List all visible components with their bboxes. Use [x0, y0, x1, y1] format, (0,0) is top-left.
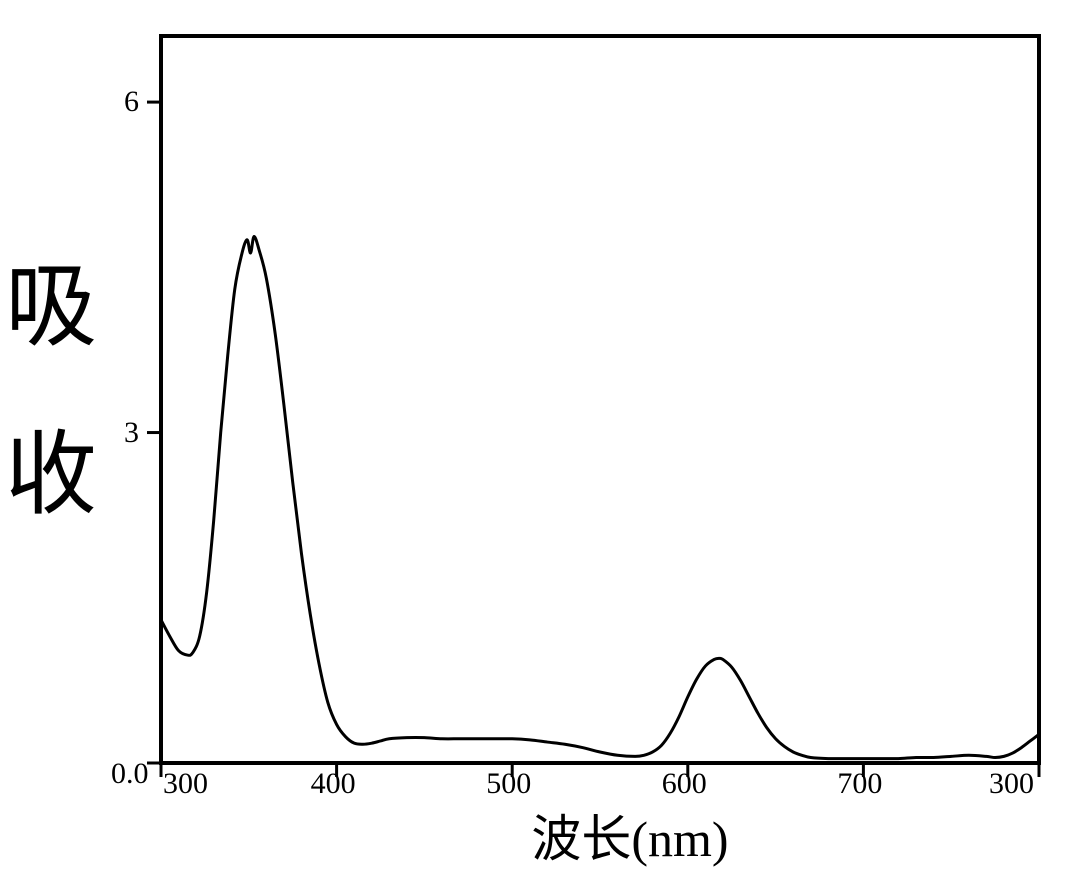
x-axis-title: 波长(nm) [430, 799, 830, 871]
x-tick-label-right: 300 [989, 767, 1034, 801]
x-tick-label: 400 [311, 767, 356, 801]
x-tick-label: 300 [163, 767, 208, 801]
x-tick-label: 700 [837, 767, 882, 801]
y-tick-label: 0.0 [111, 757, 149, 791]
x-tick-label: 500 [486, 767, 531, 801]
y-axis-title-char-2: 收 [0, 400, 102, 533]
y-tick-label: 6 [124, 85, 139, 119]
chart-container: 吸 收 波长(nm) 0.036300400500600700300 [0, 0, 1079, 865]
x-tick-label: 600 [662, 767, 707, 801]
y-axis-title-char-1: 吸 [0, 232, 102, 365]
y-tick-label: 3 [124, 416, 139, 450]
chart-svg [0, 0, 1079, 865]
